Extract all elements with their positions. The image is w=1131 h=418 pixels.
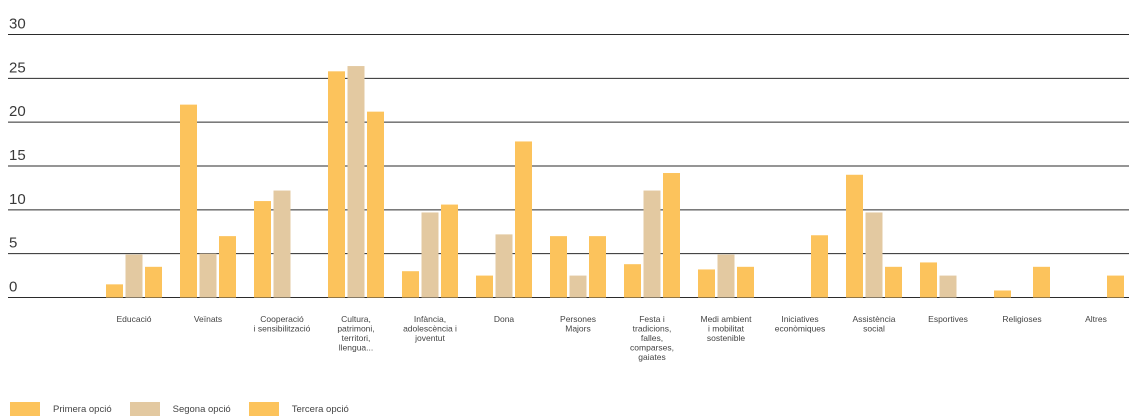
bar bbox=[737, 266, 754, 298]
x-tick-label: Altres bbox=[1085, 314, 1107, 324]
legend-label-segona: Segona opció bbox=[172, 403, 231, 415]
legend-swatch-primera bbox=[10, 402, 40, 416]
x-axis-labels: Educació Veïnats Cooperació i sensibilitzac… bbox=[117, 314, 1107, 362]
y-tick-label: 0 bbox=[9, 279, 17, 296]
x-tick-label: Persones Majors bbox=[560, 314, 596, 334]
x-tick-label: Dona bbox=[494, 314, 515, 324]
bar bbox=[476, 275, 493, 298]
bar bbox=[698, 269, 715, 298]
legend-swatch-segona bbox=[129, 402, 160, 416]
x-tick-label: Esportives bbox=[928, 314, 968, 324]
bar bbox=[219, 236, 236, 298]
bar bbox=[328, 71, 345, 298]
bar bbox=[106, 284, 123, 298]
bars bbox=[106, 66, 1124, 298]
bar bbox=[663, 173, 680, 298]
y-tick-label: 15 bbox=[9, 147, 26, 164]
x-tick-label: Infància, adolescència i joventut bbox=[403, 314, 457, 343]
bar bbox=[347, 66, 365, 298]
x-tick-label: Cooperació i sensibilització bbox=[254, 314, 311, 334]
legend-label-tercera: Tercera opció bbox=[291, 403, 349, 415]
bar bbox=[846, 174, 863, 298]
bar bbox=[865, 212, 883, 298]
legend: Primera opció Segona opció Tercera opció bbox=[10, 402, 367, 416]
bar bbox=[441, 204, 458, 298]
x-tick-label: Iniciatives econòmiques bbox=[775, 314, 826, 334]
bar bbox=[1107, 275, 1124, 298]
y-tick-label: 10 bbox=[9, 191, 26, 208]
bar bbox=[589, 236, 606, 298]
bar bbox=[254, 201, 271, 298]
x-tick-label: Assistència social bbox=[853, 314, 896, 334]
legend-item-primera: Primera opció bbox=[10, 402, 112, 416]
bar bbox=[994, 290, 1011, 298]
bar-chart: 0 5 10 15 20 25 30 Educació Veïnats Cooperació i … bbox=[8, 16, 1129, 362]
bar bbox=[515, 141, 532, 298]
y-axis-ticks: 0 5 10 15 20 25 30 bbox=[9, 16, 26, 296]
bar bbox=[624, 264, 641, 298]
legend-label-primera: Primera opció bbox=[53, 403, 112, 415]
x-tick-label: Medi ambient i mobilitat sostenible bbox=[700, 314, 752, 343]
x-tick-label: Cultura, patrimoni, territori, llengua... bbox=[337, 314, 374, 353]
bar bbox=[367, 111, 384, 298]
bar bbox=[811, 235, 828, 298]
bar bbox=[273, 190, 291, 298]
y-tick-label: 5 bbox=[9, 235, 17, 252]
y-tick-label: 20 bbox=[9, 103, 26, 120]
bar bbox=[550, 236, 567, 298]
bar bbox=[1033, 266, 1050, 298]
bar bbox=[717, 254, 735, 298]
bar bbox=[402, 271, 419, 298]
bar bbox=[199, 253, 217, 298]
x-tick-label: Educació bbox=[117, 314, 152, 324]
legend-swatch-tercera bbox=[248, 402, 279, 416]
legend-item-segona: Segona opció bbox=[129, 402, 231, 416]
bar bbox=[495, 234, 513, 298]
bar bbox=[180, 104, 197, 298]
bar bbox=[939, 275, 957, 298]
gridlines bbox=[8, 34, 1129, 298]
x-tick-label: Religioses bbox=[1002, 314, 1041, 324]
x-tick-label: Festa i tradicions, falles, comparses, gaiat… bbox=[630, 314, 674, 362]
y-tick-label: 25 bbox=[9, 59, 26, 76]
bar bbox=[145, 266, 162, 298]
bar bbox=[885, 266, 902, 298]
x-tick-label: Veïnats bbox=[194, 314, 222, 324]
bar bbox=[643, 190, 661, 298]
bar bbox=[421, 212, 439, 298]
bar bbox=[920, 262, 937, 298]
bar bbox=[569, 275, 587, 298]
bar bbox=[125, 254, 143, 298]
y-tick-label: 30 bbox=[9, 16, 26, 33]
legend-item-tercera: Tercera opció bbox=[248, 402, 349, 416]
